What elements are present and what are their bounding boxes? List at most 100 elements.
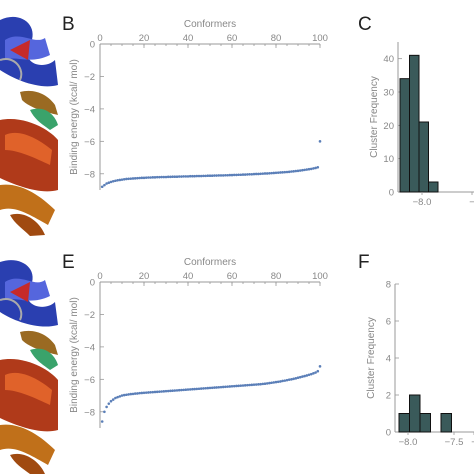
data-point [127,177,130,181]
data-point [248,383,251,387]
data-point [292,377,295,381]
chart-b-binding-energy-scatter: 0 20 40 60 80 100 0 −2 −4 −6 −8 Conformers Binding e… [69,19,328,190]
data-point [314,166,317,170]
panel-letter-e: E [62,252,75,273]
data-point [116,395,119,399]
data-point [301,375,304,378]
x-tick-label: 40 [183,271,194,282]
data-point [290,170,293,173]
data-point [307,167,311,171]
y-tick-label: 8 [386,280,391,291]
data-point [285,170,289,174]
data-point [107,402,111,405]
data-point [186,388,190,391]
data-point [213,386,216,389]
data-point [153,176,157,179]
data-point [131,177,135,180]
data-point [210,174,214,178]
data-point [140,176,144,180]
y-tick-label: 0 [90,278,95,289]
data-point [224,385,227,389]
data-point [228,385,232,388]
data-point [180,175,183,178]
data-point [188,388,192,391]
x-tick-label: 20 [139,33,150,44]
data-point [100,185,104,189]
data-point [180,388,183,392]
data-point [164,175,168,179]
data-point [129,392,133,396]
data-point [276,171,280,174]
x-tick-label: −7.5 [445,437,464,448]
data-point [114,179,117,183]
y-tick-label: −2 [84,72,95,83]
data-point [120,394,124,397]
data-point [270,171,273,175]
data-point [287,170,291,174]
data-point [261,382,265,386]
data-point [265,172,269,175]
protein-structure-image-bottom [0,260,58,474]
data-point [197,387,201,391]
data-point [177,388,181,392]
data-point [230,385,234,388]
x-tick-label: 80 [271,271,282,282]
y-tick-label: 0 [386,428,391,439]
chart-f-cluster-frequency-histogram: 0 2 4 6 8 Cluster Frequency −8.0 −7.5− [366,280,474,448]
data-point [100,420,104,423]
data-point [243,384,247,387]
y-tick-label: 2 [386,391,391,402]
data-point [166,175,170,179]
data-point [204,174,207,178]
x-tick-label: − [469,197,474,208]
data-point [204,386,207,390]
data-point [133,177,137,180]
data-point [105,405,108,409]
data-point [206,386,210,390]
data-point [312,167,315,170]
data-point [226,173,229,177]
data-point [160,175,163,179]
data-point [283,170,287,174]
data-point [160,390,163,393]
data-point [276,380,280,384]
data-point [303,168,306,172]
histogram-bar [419,413,431,433]
data-point [219,385,223,389]
data-point [316,165,320,169]
data-point [162,390,166,393]
data-point [199,387,203,390]
x-tick-label: 100 [312,271,328,282]
data-point [210,386,214,390]
data-point [239,384,243,387]
data-point [136,392,139,395]
data-point [239,173,243,177]
data-point [268,171,271,175]
data-point [193,174,196,178]
data-point [298,375,302,379]
x-tick-label: 60 [227,33,238,44]
data-point [103,410,106,414]
x-tick-label: 40 [183,33,194,44]
data-point [252,172,256,176]
data-point [131,392,135,396]
data-point [243,173,247,176]
y-axis-title: Binding energy (kcal/ mol) [69,59,80,175]
data-point [142,176,146,180]
data-point [235,173,238,177]
data-point [250,172,254,176]
data-point [173,389,177,392]
x-tick-label: − [471,437,474,448]
histogram-bar [398,413,410,433]
data-point [296,169,300,173]
panel-letter-f: F [358,252,370,273]
data-point [199,174,203,178]
data-point [109,399,113,403]
data-point [149,391,152,394]
data-point [186,175,190,178]
data-point [208,174,212,178]
data-point [252,383,256,386]
data-point [136,176,139,180]
